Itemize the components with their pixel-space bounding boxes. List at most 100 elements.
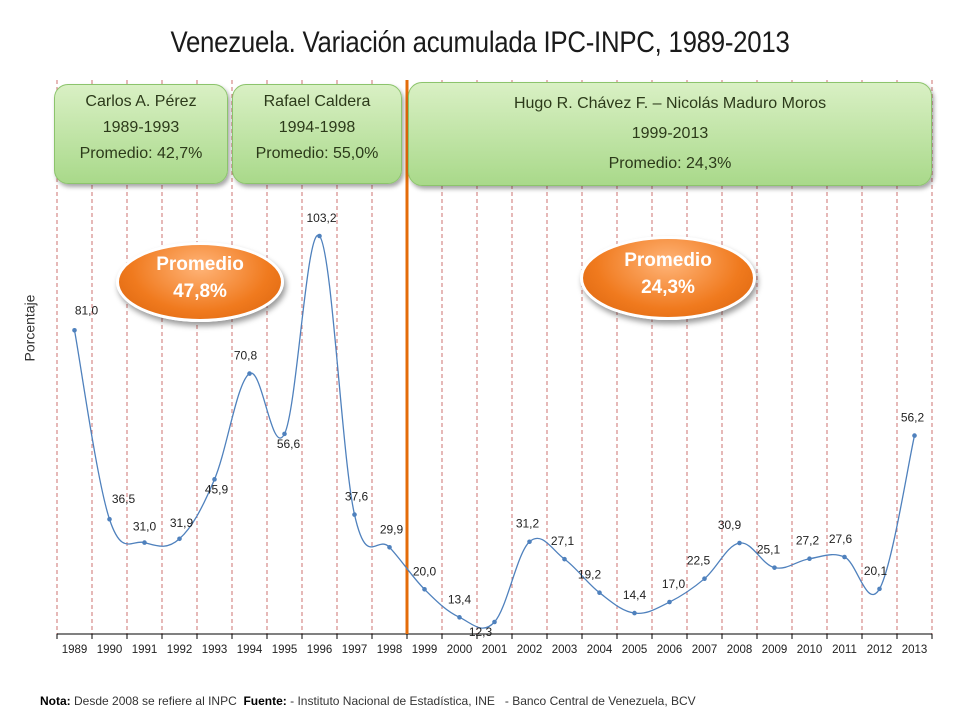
data-label: 103,2 — [306, 211, 336, 225]
nota-label: Nota: — [40, 694, 71, 708]
data-point — [842, 554, 847, 560]
x-tick-label: 2004 — [587, 644, 613, 656]
nota-text: Desde 2008 se refiere al INPC — [70, 694, 244, 708]
data-label: 25,1 — [757, 543, 781, 557]
fuente-label: Fuente: — [243, 694, 287, 708]
x-tick-label: 2007 — [692, 644, 718, 656]
era-years: 1999-2013 — [631, 125, 709, 142]
era-years: 1994-1998 — [278, 119, 356, 136]
data-label: 37,6 — [345, 490, 369, 504]
data-label: 14,4 — [623, 588, 647, 602]
x-tick-label: 1992 — [167, 644, 193, 656]
data-label: 31,9 — [170, 516, 194, 530]
data-label: 27,6 — [829, 532, 853, 546]
chart-title: Venezuela. Variación acumulada IPC-INPC,… — [170, 26, 790, 59]
data-point — [107, 516, 112, 522]
data-point — [282, 431, 287, 437]
era-name: Hugo R. Chávez F. – Nicolás Maduro Moros — [513, 95, 827, 112]
x-tick-label: 2009 — [762, 644, 788, 656]
era-years: 1989-1993 — [102, 119, 180, 136]
data-point — [912, 433, 917, 438]
data-label: 56,2 — [901, 411, 925, 425]
x-tick-label: 2005 — [622, 644, 648, 656]
x-tick-label: 2003 — [552, 644, 578, 656]
data-point — [667, 599, 672, 605]
data-point — [317, 233, 322, 239]
x-tick-label: 2010 — [797, 644, 823, 656]
data-label: 22,5 — [687, 554, 711, 568]
era-box-caldera: Rafael Caldera 1994-1998 Promedio: 55,0% — [232, 84, 402, 184]
data-label: 27,2 — [796, 534, 820, 548]
average-oval-left: Promedio 47,8% — [116, 242, 284, 322]
data-label: 20,1 — [864, 564, 888, 578]
x-tick-label: 1990 — [97, 644, 123, 656]
era-name: Carlos A. Pérez — [85, 93, 197, 110]
x-tick-label: 2012 — [867, 644, 893, 656]
data-point — [632, 610, 637, 616]
average-value: 47,8% — [173, 281, 227, 302]
data-point — [142, 540, 147, 545]
x-tick-label: 1997 — [342, 644, 368, 656]
data-label: 45,9 — [205, 482, 229, 496]
data-label: 13,4 — [448, 592, 472, 606]
data-point — [527, 539, 532, 545]
x-tick-label: 2011 — [832, 644, 857, 656]
data-points — [72, 233, 917, 625]
data-point — [702, 576, 707, 581]
era-box-perez: Carlos A. Pérez 1989-1993 Promedio: 42,7… — [54, 84, 228, 184]
x-tick-label: 2002 — [517, 644, 543, 656]
data-label: 17,0 — [662, 577, 686, 591]
data-point — [737, 540, 742, 546]
average-value: 24,3% — [641, 277, 695, 298]
data-label: 27,1 — [551, 534, 575, 548]
data-label: 31,0 — [133, 520, 157, 534]
x-tick-label: 2013 — [902, 644, 928, 656]
x-tick-label: 2001 — [482, 644, 508, 656]
data-point — [492, 619, 497, 625]
data-label: 56,6 — [277, 437, 301, 451]
data-label: 12,3 — [469, 625, 493, 639]
data-point — [457, 615, 462, 620]
era-average: Promedio: 42,7% — [79, 145, 203, 162]
data-point — [597, 590, 602, 595]
data-label: 36,5 — [112, 492, 136, 506]
era-box-chavez-maduro: Hugo R. Chávez F. – Nicolás Maduro Moros… — [408, 82, 932, 186]
era-average: Promedio: 55,0% — [255, 145, 379, 162]
era-name: Rafael Caldera — [263, 93, 371, 110]
data-point — [877, 586, 882, 592]
data-point — [352, 512, 357, 517]
data-label: 19,2 — [578, 568, 602, 582]
data-label: 30,9 — [718, 518, 742, 532]
average-oval-right: Promedio 24,3% — [580, 236, 756, 320]
x-tick-label: 1998 — [377, 644, 403, 656]
data-point — [772, 565, 777, 570]
x-tick-label: 2008 — [727, 644, 753, 656]
data-point — [422, 587, 427, 592]
data-label: 31,2 — [516, 517, 540, 531]
data-point — [807, 556, 812, 562]
x-tick-label: 1996 — [307, 644, 333, 656]
x-tick-labels: 1989 1990 1991 1992 1993 1994 1995 1996 1997 1998… — [62, 644, 928, 656]
data-point — [177, 536, 182, 542]
x-tick-label: 1995 — [272, 644, 298, 656]
footnote: Nota: Desde 2008 se refiere al INPC Fuen… — [40, 694, 696, 708]
average-label: Promedio — [156, 254, 244, 275]
x-tick-label: 1993 — [202, 644, 228, 656]
data-point — [212, 477, 217, 482]
data-label: 20,0 — [413, 564, 437, 578]
data-point — [247, 371, 252, 376]
x-tick-label: 2006 — [657, 644, 683, 656]
fuente-text: - Instituto Nacional de Estadística, INE… — [286, 694, 696, 708]
data-point — [387, 544, 392, 550]
x-tick-label: 2000 — [447, 644, 473, 656]
data-point — [72, 327, 77, 333]
average-label: Promedio — [624, 250, 712, 271]
data-labels: 81,0 36,5 31,0 31,9 45,9 70,8 56,6 103,2 37,6 29,… — [75, 211, 925, 639]
data-label: 81,0 — [75, 303, 99, 317]
data-label: 70,8 — [234, 349, 258, 363]
x-tick-label: 1994 — [237, 644, 263, 656]
data-point — [562, 556, 567, 562]
x-tick-label: 1999 — [412, 644, 438, 656]
era-average: Promedio: 24,3% — [608, 155, 732, 172]
